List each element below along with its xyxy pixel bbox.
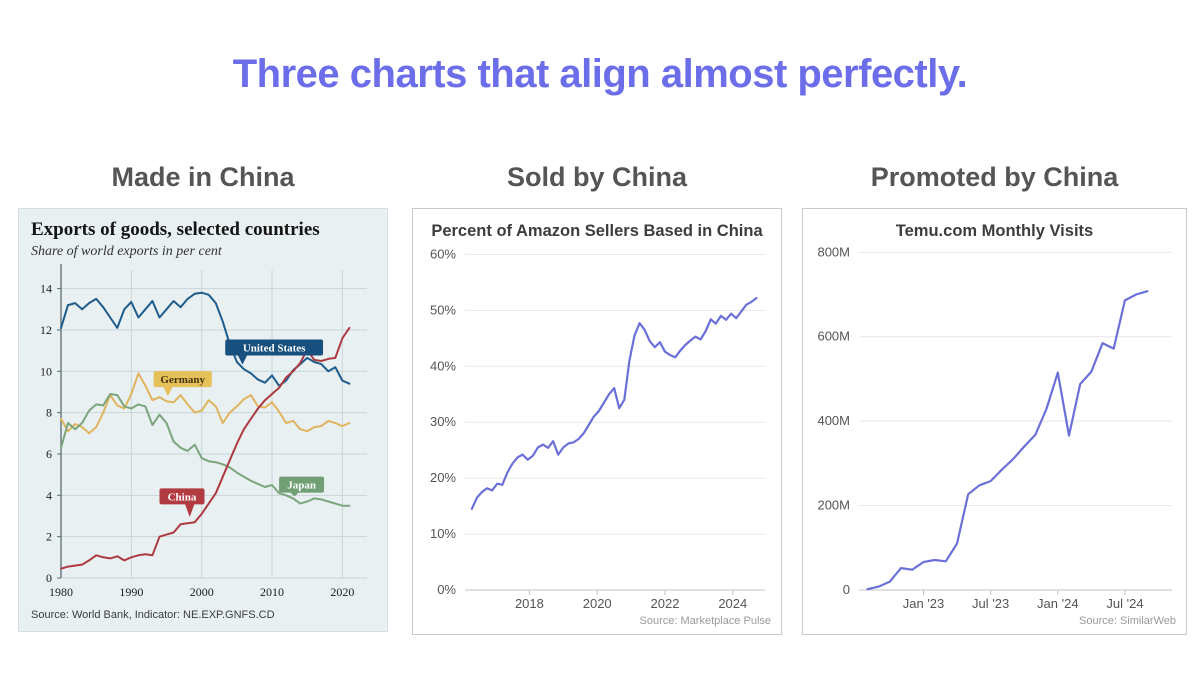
x-tick-label: Jul '23 bbox=[972, 596, 1009, 611]
y-tick-label: 30% bbox=[430, 414, 456, 429]
exports-chart-source: Source: World Bank, Indicator: NE.EXP.GN… bbox=[31, 608, 275, 621]
x-tick-label: 2010 bbox=[260, 585, 284, 599]
temu-visits-series-0-line bbox=[866, 290, 1149, 591]
x-tick-label: 2024 bbox=[718, 596, 747, 611]
y-tick-label: 0% bbox=[437, 582, 456, 597]
y-tick-label: 0 bbox=[46, 571, 52, 585]
exports-chart-card: Exports of goods, selected countries Sha… bbox=[18, 208, 388, 632]
united-states-line bbox=[60, 291, 351, 387]
y-tick-label: 8 bbox=[46, 405, 52, 419]
tag-pointer bbox=[184, 503, 195, 517]
panel-heading-sold-by-china: Sold by China bbox=[506, 162, 687, 192]
x-tick-label: Jul '24 bbox=[1106, 596, 1143, 611]
x-tick-label: 2000 bbox=[190, 585, 214, 599]
amazon-sellers-chart-card: Percent of Amazon Sellers Based in China… bbox=[412, 208, 782, 635]
panel-heading-promoted-by-china: Promoted by China bbox=[870, 162, 1119, 192]
amazon-sellers-chart-title: Percent of Amazon Sellers Based in China bbox=[431, 222, 763, 240]
y-tick-label: 6 bbox=[46, 447, 52, 461]
x-tick-label: Jan '23 bbox=[903, 596, 945, 611]
temu-visits-chart-source: Source: SimilarWeb bbox=[1079, 615, 1176, 627]
tag-label: United States bbox=[243, 342, 306, 354]
x-tick-label: 2020 bbox=[330, 585, 354, 599]
tag-box bbox=[279, 476, 325, 493]
tag-label: Germany bbox=[160, 374, 205, 386]
temu-visits-chart-card: Temu.com Monthly Visits 0 200M 400M 600M 800… bbox=[802, 208, 1187, 635]
y-tick-label: 60% bbox=[430, 246, 456, 261]
y-tick-label: 10 bbox=[40, 364, 52, 378]
y-tick-label: 600M bbox=[817, 329, 850, 344]
tag-label: Japan bbox=[287, 479, 316, 491]
china-line bbox=[60, 326, 351, 570]
y-tick-label: 0 bbox=[843, 582, 850, 597]
y-tick-label: 400M bbox=[817, 413, 850, 428]
y-tick-label: 2 bbox=[46, 530, 52, 544]
y-tick-label: 200M bbox=[817, 498, 850, 513]
exports-chart-title: Exports of goods, selected countries bbox=[31, 219, 320, 240]
x-tick-label: 2018 bbox=[515, 596, 544, 611]
tag-label: China bbox=[168, 491, 197, 503]
tag-pointer bbox=[289, 491, 300, 497]
exports-line-chart: United States Germany Japan China 0 2 4 6 8 10 12 1… bbox=[40, 263, 367, 599]
x-tick-label: Jan '24 bbox=[1037, 596, 1079, 611]
tag-pointer bbox=[237, 354, 248, 365]
x-tick-label: 2020 bbox=[583, 596, 612, 611]
y-tick-label: 50% bbox=[430, 302, 456, 317]
tag-box bbox=[159, 488, 205, 505]
temu-visits-chart-title: Temu.com Monthly Visits bbox=[895, 222, 1094, 240]
amazon-sellers-chart-source: Source: Marketplace Pulse bbox=[639, 615, 771, 627]
x-tick-label: 1990 bbox=[119, 585, 143, 599]
exports-chart-subtitle: Share of world exports in per cent bbox=[31, 243, 222, 259]
x-tick-label: 1980 bbox=[49, 585, 73, 599]
amazon-sellers-line-chart: 0% 10% 20% 30% 40% 50% 60% 2018 2020 2022 2024 bbox=[430, 246, 765, 611]
japan-line bbox=[60, 392, 351, 507]
y-tick-label: 10% bbox=[430, 526, 456, 541]
y-tick-label: 4 bbox=[46, 488, 52, 502]
y-tick-label: 20% bbox=[430, 470, 456, 485]
panel-heading-made-in-china: Made in China bbox=[111, 162, 295, 192]
temu-visits-line-chart: 0 200M 400M 600M 800M Jan '23 Jul '23 Jan '24 Ju… bbox=[817, 244, 1172, 611]
y-tick-label: 800M bbox=[817, 244, 850, 259]
amazon-sellers-series-0-line bbox=[470, 296, 758, 510]
germany-line bbox=[60, 372, 351, 435]
y-tick-label: 12 bbox=[40, 323, 52, 337]
page-title: Three charts that align almost perfectly… bbox=[232, 52, 968, 96]
y-tick-label: 14 bbox=[40, 281, 52, 295]
y-tick-label: 40% bbox=[430, 358, 456, 373]
tag-box bbox=[153, 370, 212, 387]
x-tick-label: 2022 bbox=[651, 596, 680, 611]
tag-box bbox=[225, 339, 324, 356]
tag-pointer bbox=[162, 385, 173, 396]
